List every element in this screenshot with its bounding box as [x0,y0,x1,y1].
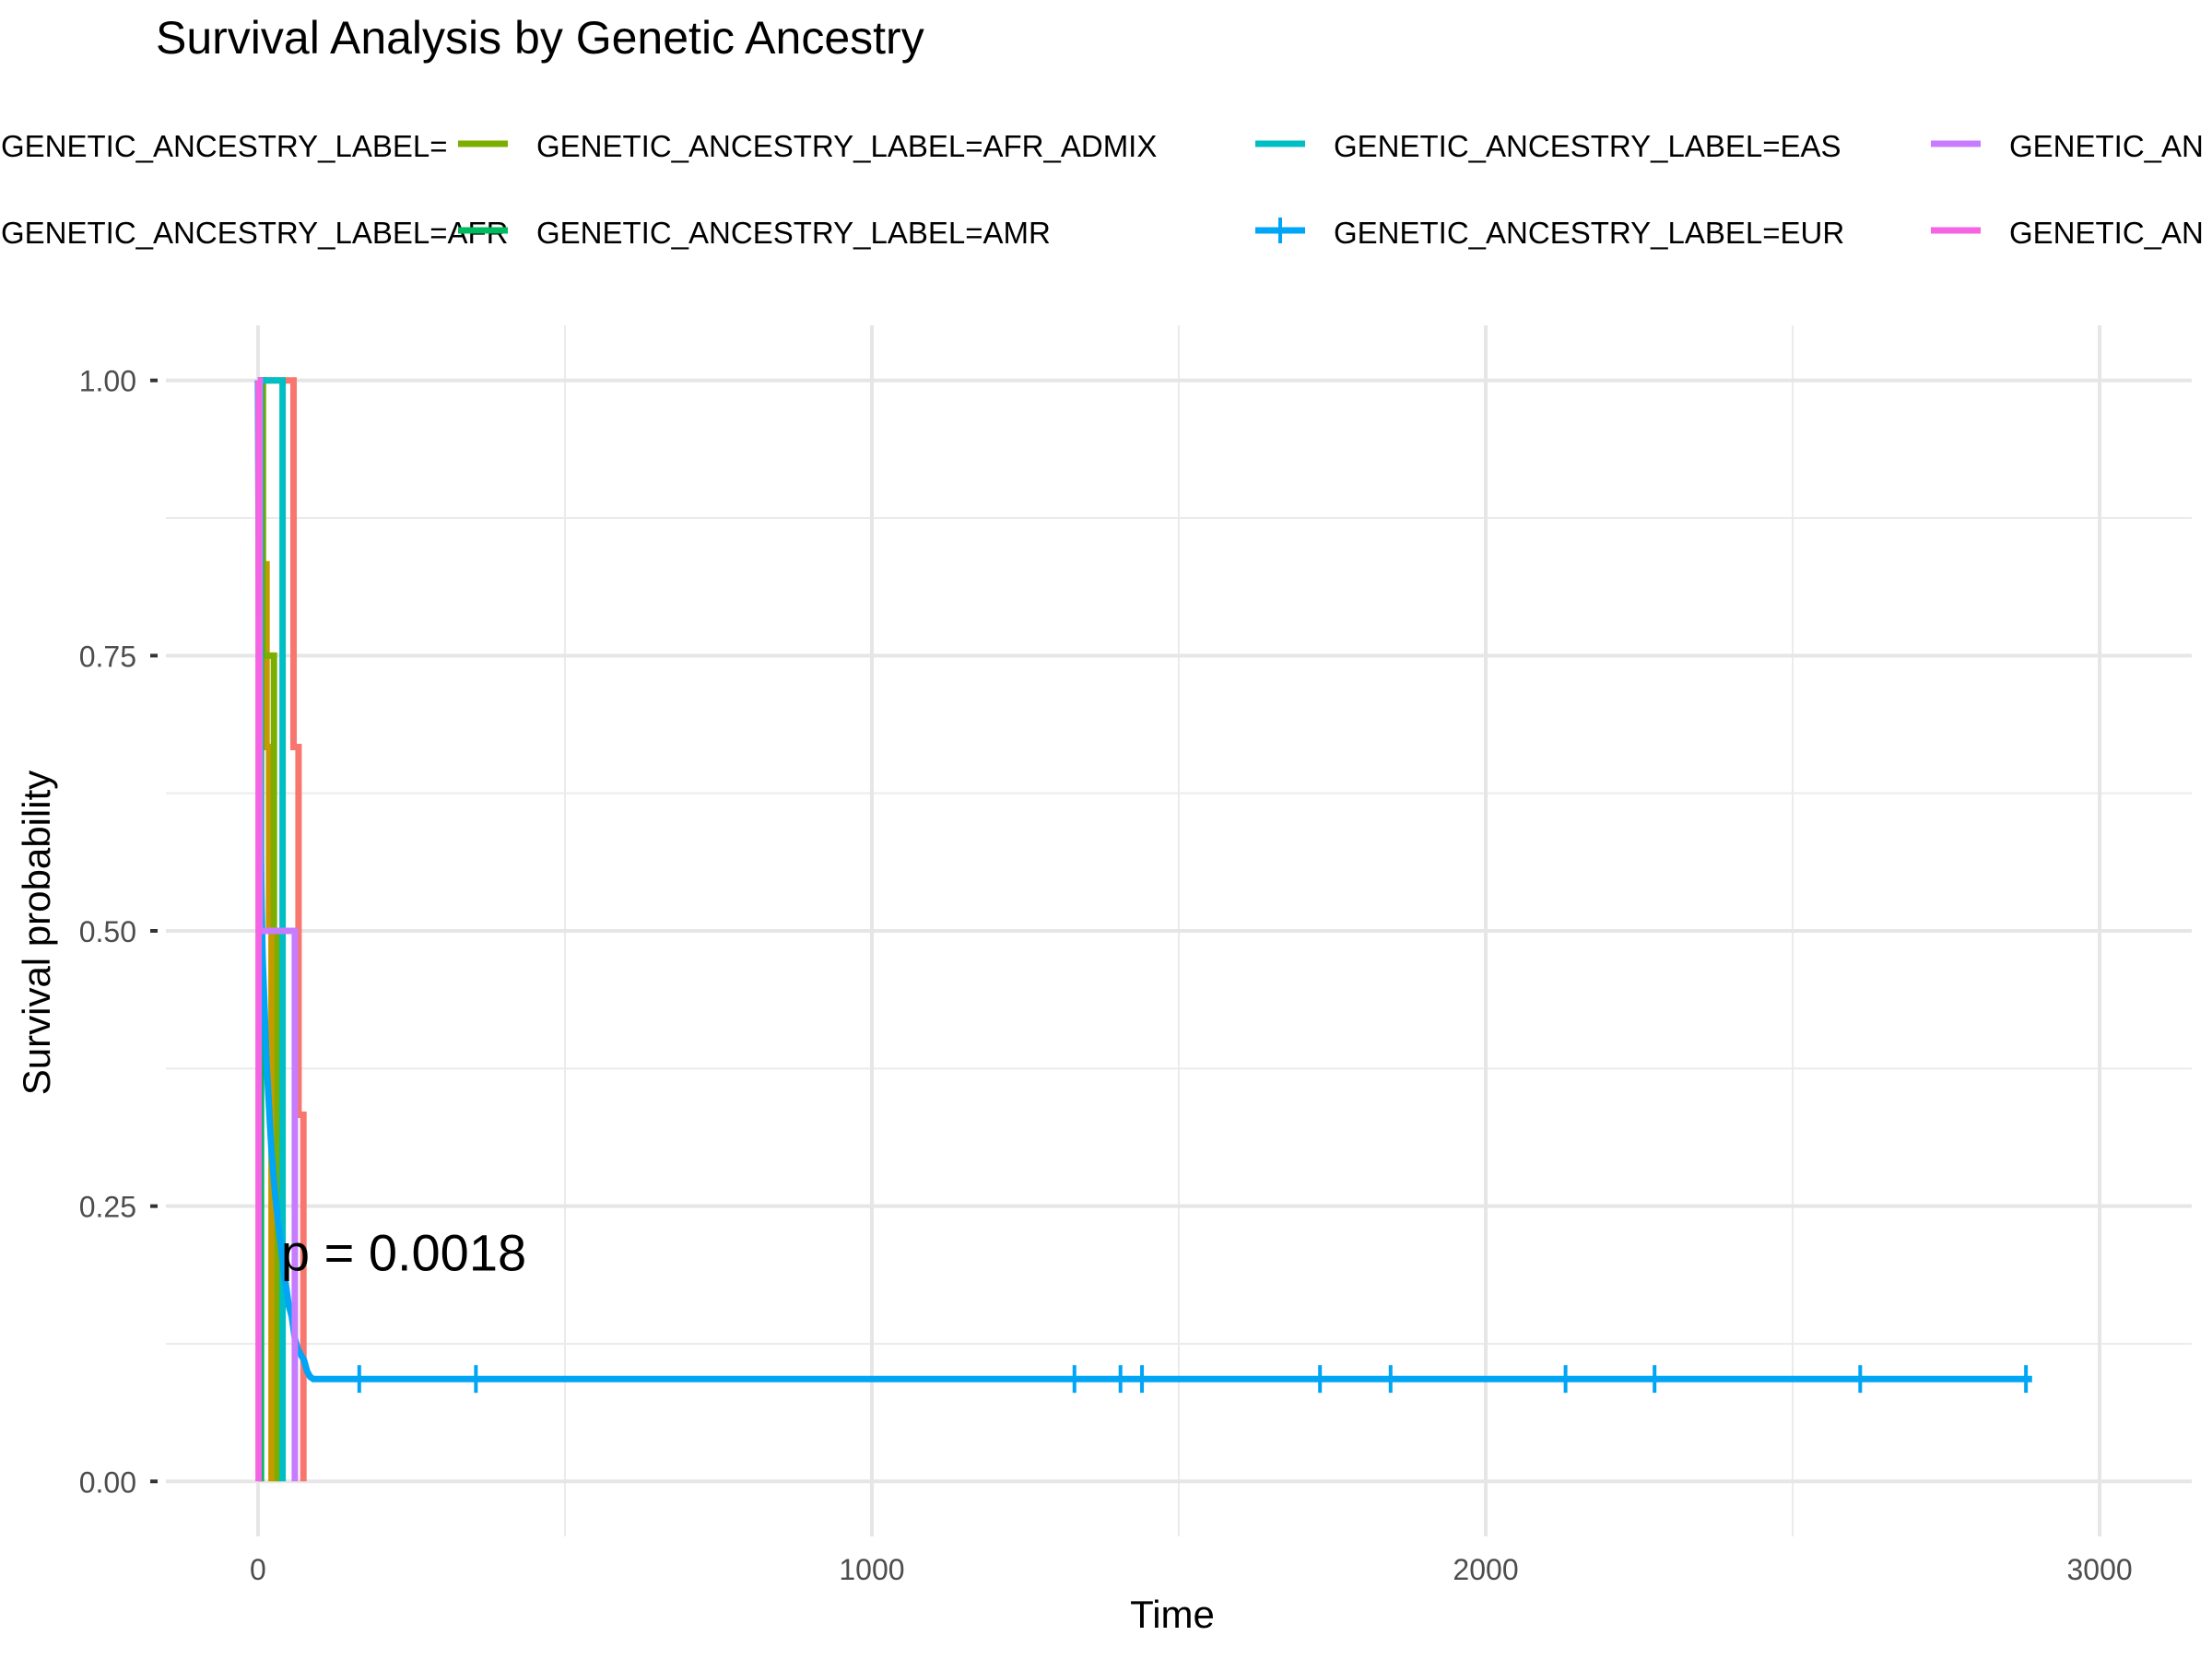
legend-key [1931,140,1981,147]
y-tick-label: 1.00 [79,365,136,398]
y-tick-label: 0.00 [79,1465,136,1499]
legend-label: GENETIC_ANCESTRY_LABEL=AFR [1,216,509,250]
legend-key [1255,140,1305,147]
x-tick-label: 1000 [839,1553,904,1586]
x-axis-label: Time [1130,1593,1215,1636]
y-axis-label: Survival probability [15,771,58,1096]
legend-key [458,140,508,147]
x-tick-label: 3000 [2066,1553,2132,1586]
legend-label: GENETIC_ANCESTRY_LABEL= [1,129,448,163]
survival-curve [257,377,287,1482]
legend-label: GENETIC_AN [2009,216,2204,250]
axes: 0.00 0.25 0.50 0.75 1.00 0 1000 2000 3000 [79,365,2133,1586]
survival-curve [257,377,307,1482]
legend-key [1255,218,1305,243]
chart-title: Survival Analysis by Genetic Ancestry [156,12,924,64]
legend-key [1931,227,1981,234]
legend-label: GENETIC_AN [2009,129,2204,163]
legend: GENETIC_ANCESTRY_LABEL= GENETIC_ANCESTRY… [0,0,2212,267]
y-tick-label: 0.75 [79,640,136,673]
grid-lines [166,325,2192,1536]
legend-label: GENETIC_ANCESTRY_LABEL=EAS [1334,129,1841,163]
y-tick-label: 0.50 [79,915,136,948]
legend-label: GENETIC_ANCESTRY_LABEL=AFR_ADMIX [536,129,1158,163]
x-tick-label: 2000 [1453,1553,1518,1586]
x-tick-label: 0 [250,1553,266,1586]
legend-label: GENETIC_ANCESTRY_LABEL=AMR [536,216,1051,250]
series-layer [254,377,2032,1482]
p-value-annotation: p = 0.0018 [281,1223,526,1281]
survival-curve [255,377,263,1482]
legend-key [458,227,508,234]
y-tick-label: 0.25 [79,1191,136,1224]
legend-label: GENETIC_ANCESTRY_LABEL=EUR [1334,216,1845,250]
